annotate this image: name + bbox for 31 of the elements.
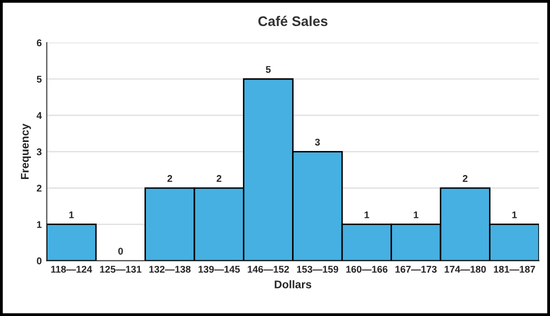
data-label: 1 — [512, 211, 517, 218]
y-tick-label: 5 — [36, 76, 42, 83]
data-label: 1 — [414, 211, 418, 218]
x-tick-label: 167—173 — [395, 266, 437, 273]
data-label: 2 — [462, 175, 468, 182]
data-label: 1 — [364, 211, 370, 218]
data-label: 2 — [216, 175, 222, 182]
x-tick-label: 174—180 — [444, 266, 486, 273]
x-tick-label: 125—131 — [100, 266, 142, 273]
x-tick-label: 181—187 — [494, 266, 536, 273]
y-tick-label: 6 — [36, 39, 42, 46]
x-tick-label: 160—166 — [346, 266, 388, 273]
x-tick-label: 132—138 — [149, 266, 191, 273]
data-label: 1 — [69, 211, 74, 218]
data-label: 3 — [315, 138, 320, 146]
x-tick-label: 146—152 — [248, 266, 289, 273]
data-label: 0 — [118, 248, 123, 255]
x-axis-title: Dollars — [274, 280, 312, 288]
x-tick-label: 118—124 — [51, 266, 92, 273]
y-tick-label: 1 — [37, 221, 42, 228]
y-tick-label: 3 — [36, 148, 42, 156]
data-label: 5 — [266, 66, 271, 73]
y-tick-label: 2 — [36, 184, 42, 192]
x-tick-label: 153—159 — [297, 266, 338, 273]
x-tick-label: 139—145 — [198, 266, 240, 273]
y-tick-label: 4 — [36, 112, 42, 119]
y-tick-label: 0 — [36, 257, 42, 264]
bar — [46, 224, 97, 261]
chart-title: Café Sales — [258, 16, 328, 26]
data-label: 2 — [167, 175, 172, 182]
y-axis-title: Frequency — [20, 124, 31, 180]
